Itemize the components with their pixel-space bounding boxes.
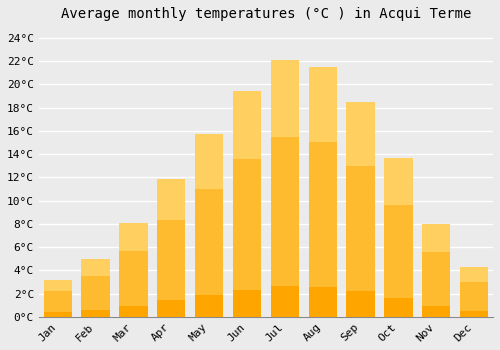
Bar [233,91,261,159]
Bar [157,178,186,317]
Bar [308,67,337,317]
Bar [270,60,299,317]
Bar [422,224,450,252]
Bar [346,102,375,317]
Bar [460,311,488,317]
Bar [119,306,148,317]
Title: Average monthly temperatures (°C ) in Acqui Terme: Average monthly temperatures (°C ) in Ac… [60,7,471,21]
Bar [384,158,412,205]
Bar [308,287,337,317]
Bar [195,295,224,317]
Bar [233,290,261,317]
Bar [346,102,375,166]
Bar [460,267,488,317]
Bar [422,224,450,317]
Bar [270,60,299,137]
Bar [384,158,412,317]
Bar [346,291,375,317]
Bar [82,259,110,276]
Bar [82,259,110,317]
Bar [384,298,412,317]
Bar [422,306,450,317]
Bar [460,267,488,282]
Bar [44,280,72,317]
Bar [119,223,148,251]
Bar [195,134,224,317]
Bar [270,286,299,317]
Bar [82,310,110,317]
Bar [44,280,72,291]
Bar [44,312,72,317]
Bar [119,223,148,317]
Bar [157,178,186,220]
Bar [157,300,186,317]
Bar [195,134,224,189]
Bar [233,91,261,317]
Bar [308,67,337,142]
